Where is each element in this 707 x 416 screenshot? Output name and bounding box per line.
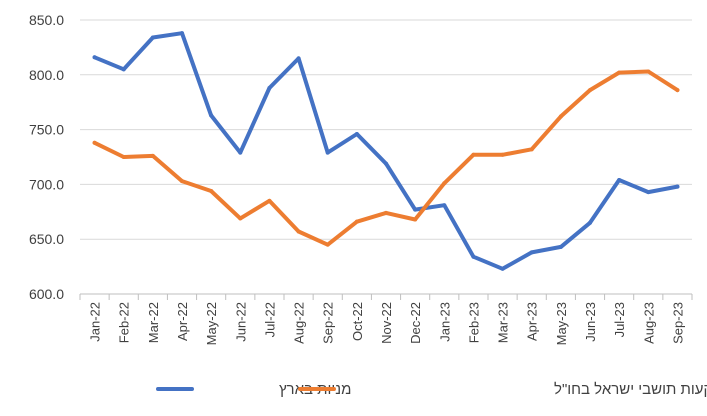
data-point [325,242,330,247]
x-tick-label: Jan-22 [88,302,103,342]
data-point [588,220,592,225]
series-line-1 [92,31,680,271]
x-tick-label: Dec-22 [408,302,423,344]
x-tick-label: Jun-22 [233,302,248,342]
data-point [646,190,651,195]
x-tick-label: Mar-23 [496,302,511,343]
x-axis-tick-labels: Jan-22 Feb-22 Mar-22 Apr-22 May-22 Jun-22 Jul-… [88,302,686,345]
data-point [92,140,97,145]
data-point [617,178,622,183]
x-tick-label: May-23 [554,302,569,345]
x-tick-label: Feb-22 [117,302,132,343]
data-point [442,203,447,208]
data-point [150,153,155,158]
data-point [500,152,505,157]
data-point [558,244,563,249]
data-point [442,181,447,186]
data-point [209,113,214,118]
data-point [180,179,184,184]
data-point [646,69,651,74]
data-point [238,150,243,155]
data-point [267,198,272,203]
x-tick-label: Jul-23 [612,302,627,337]
x-tick-label: Aug-23 [641,302,656,344]
x-axis [79,293,693,300]
series-lines [92,31,680,271]
y-tick-label: 600.0 [29,286,64,302]
data-point [675,184,680,189]
x-tick-label: Nov-22 [379,302,394,344]
legend-label: השקעות תושבי ישראל בחו"ל [554,381,707,398]
data-point [413,217,418,222]
data-point [617,70,622,75]
x-tick-label: Apr-23 [525,302,540,341]
y-tick-label: 700.0 [29,176,64,192]
data-point [180,31,184,36]
data-point [325,150,330,155]
data-point [238,216,243,221]
data-point [92,55,97,60]
legend: מניות בארץהשקעות תושבי ישראל בחו"ל [156,381,707,398]
x-tick-label: Jan-23 [437,302,452,342]
y-tick-label: 750.0 [29,122,64,138]
data-point [296,56,301,61]
data-point [121,67,126,72]
x-tick-label: Apr-22 [175,302,190,341]
x-tick-label: Mar-22 [146,302,161,343]
data-point [413,207,418,212]
x-tick-label: Sep-23 [670,302,685,344]
data-point [529,147,534,152]
data-point [296,229,301,234]
y-axis: 600.0 650.0 700.0 750.0 800.0 850.0 [29,12,64,302]
y-tick-label: 650.0 [29,231,64,247]
series-line-2 [92,69,680,247]
data-point [267,85,272,90]
y-tick-label: 850.0 [29,12,64,28]
data-point [384,210,388,215]
data-point [150,35,155,40]
x-tick-label: Oct-22 [350,302,365,341]
data-point [384,161,388,166]
data-point [471,152,476,157]
x-tick-label: Jun-23 [583,302,598,342]
data-point [529,250,534,255]
gridlines [80,19,692,240]
data-point [121,155,126,159]
y-tick-label: 800.0 [29,67,64,83]
data-point [471,254,476,259]
data-point [588,88,592,93]
legend-item-2: השקעות תושבי ישראל בחו"ל [298,381,707,398]
x-tick-label: Sep-22 [321,302,336,344]
x-tick-label: Jul-22 [262,302,277,337]
data-point [500,266,505,271]
x-tick-label: May-22 [204,302,219,345]
data-point [354,131,359,136]
data-point [209,188,214,193]
data-point [675,88,680,93]
data-point [558,114,563,119]
data-point [354,219,359,224]
x-tick-label: Aug-22 [292,302,307,344]
x-tick-label: Feb-23 [466,302,481,343]
